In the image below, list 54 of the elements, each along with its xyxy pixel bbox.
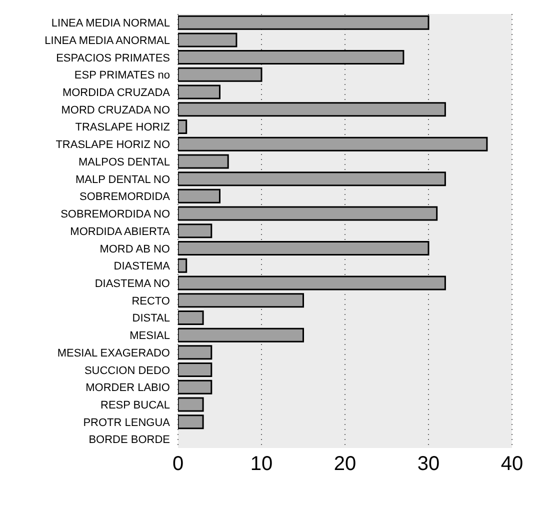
y-tick-label: LINEA MEDIA NORMAL xyxy=(51,18,170,30)
x-tick-label: 0 xyxy=(172,453,184,476)
bar xyxy=(178,188,220,204)
bar xyxy=(178,154,229,169)
y-tick-label: LINEA MEDIA ANORMAL xyxy=(44,34,170,47)
y-tick-label: DIASTEMA xyxy=(114,260,171,273)
x-tick-label: 10 xyxy=(250,453,273,476)
bar xyxy=(178,119,188,134)
bar xyxy=(178,32,238,48)
x-tick-label: 20 xyxy=(334,453,356,476)
bar xyxy=(178,276,446,290)
bar xyxy=(178,258,188,273)
y-tick-label: MORDIDA ABIERTA xyxy=(70,226,171,238)
y-tick-label: ESPACIOS PRIMATES xyxy=(56,52,170,64)
bar xyxy=(178,206,438,221)
bar xyxy=(178,414,204,430)
bar xyxy=(178,397,204,412)
y-tick-label: RESP BUCAL xyxy=(100,400,170,412)
y-tick-label: ESP PRIMATES no xyxy=(74,70,170,82)
y-tick-label: MORDER LABIO xyxy=(86,382,170,394)
x-tick-label: 40 xyxy=(500,453,524,476)
y-tick-label: MORD AB NO xyxy=(100,243,170,256)
bar xyxy=(178,293,304,308)
y-tick-label: SOBREMORDIDA xyxy=(80,191,171,204)
bar xyxy=(178,345,212,360)
y-tick-label: MESIAL EXAGERADO xyxy=(57,347,170,360)
y-tick-label: SOBREMORDIDA NO xyxy=(60,208,170,221)
y-tick-label: SUCCION DEDO xyxy=(84,364,170,377)
bar xyxy=(178,102,446,117)
bar xyxy=(178,67,262,82)
bar xyxy=(178,15,430,30)
y-tick-label: PROTR LENGUA xyxy=(83,416,171,429)
bar xyxy=(178,224,212,238)
y-tick-label: BORDE BORDE xyxy=(88,434,170,446)
bar xyxy=(178,310,204,325)
bar xyxy=(178,380,212,394)
bar xyxy=(178,241,430,256)
y-tick-label: TRASLAPE HORIZ NO xyxy=(56,139,170,152)
y-tick-label: MORD CRUZADA NO xyxy=(61,104,170,116)
bar xyxy=(178,84,220,100)
bar xyxy=(178,136,488,152)
y-tick-label: MALPOS DENTAL xyxy=(78,156,170,168)
bar xyxy=(178,50,404,65)
y-tick-label: MESIAL xyxy=(130,330,170,342)
bar xyxy=(178,362,212,378)
y-tick-label: MALP DENTAL NO xyxy=(75,174,170,186)
y-tick-label: DISTAL xyxy=(132,312,170,325)
y-tick-label: MORDIDA CRUZADA xyxy=(62,87,171,100)
x-tick-label: 30 xyxy=(417,453,440,476)
bar xyxy=(178,172,446,186)
y-tick-label: DIASTEMA NO xyxy=(94,278,170,290)
bar xyxy=(178,328,304,342)
y-tick-label: RECTO xyxy=(132,295,170,308)
y-tick-label: TRASLAPE HORIZ xyxy=(75,122,170,134)
